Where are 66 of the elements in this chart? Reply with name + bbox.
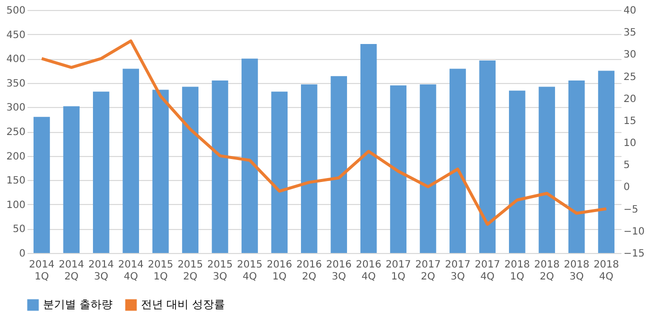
y2-tick-label: 5 — [624, 160, 630, 172]
y2-tick-label: 15 — [624, 116, 636, 127]
y2-tick-label: 30 — [624, 50, 636, 61]
x-tick-label: 2014 2Q — [58, 260, 84, 282]
legend-label: 분기별 출하량 — [43, 298, 112, 311]
x-tick-label: 2018 4Q — [594, 260, 620, 282]
x-tick-label: 2017 1Q — [386, 260, 412, 282]
legend-label: 전년 대비 성장률 — [141, 298, 225, 311]
y-tick-label: 50 — [12, 224, 26, 236]
y2-tick-label: −5 — [624, 204, 638, 216]
y2-tick-label: 10 — [624, 138, 636, 150]
y2-tick-label: −15 — [624, 248, 645, 260]
y2-tick-label: 20 — [624, 94, 636, 105]
x-tick-label: 2016 2Q — [296, 260, 322, 282]
x-tick-label: 2017 3Q — [444, 260, 470, 282]
x-tick-label: 2018 2Q — [534, 260, 560, 282]
y2-tick-label: 35 — [624, 28, 636, 39]
x-tick-label: 2017 4Q — [474, 260, 500, 282]
x-tick-label: 2015 1Q — [148, 260, 174, 282]
x-tick-label: 2016 1Q — [266, 260, 292, 282]
x-tick-label: 2015 4Q — [236, 260, 262, 282]
bar — [92, 92, 110, 253]
line-series — [40, 39, 608, 226]
x-tick-label: 2017 2Q — [415, 260, 441, 282]
bar — [568, 80, 585, 253]
y-tick-label: 150 — [6, 176, 26, 187]
bar — [242, 58, 258, 253]
bar — [538, 86, 556, 253]
bar — [152, 90, 169, 253]
bar — [479, 60, 496, 253]
y-tick-label: 350 — [6, 78, 26, 90]
bar — [360, 44, 377, 253]
y-tick-label: 400 — [6, 54, 26, 66]
y2-tick-label: −10 — [624, 226, 645, 238]
bar — [122, 68, 140, 253]
x-tick-label: 2016 4Q — [356, 260, 382, 282]
x-tick-label: 2014 3Q — [88, 260, 114, 282]
bar — [300, 84, 318, 253]
bar — [330, 76, 348, 253]
bar — [420, 84, 436, 253]
x-tick-label: 2015 2Q — [178, 260, 204, 282]
bar — [390, 85, 406, 253]
x-tick-label: 2014 1Q — [28, 260, 54, 282]
y-tick-label: 200 — [6, 151, 26, 162]
bar — [450, 68, 466, 253]
y2-tick-label: 0 — [624, 182, 630, 194]
x-tick-label: 2018 1Q — [504, 260, 530, 282]
y2-tick-label: 40 — [624, 6, 636, 16]
x-tick-label: 2014 4Q — [118, 260, 144, 282]
y-tick-label: 250 — [6, 127, 26, 138]
x-tick-label: 2018 3Q — [564, 260, 590, 282]
y-tick-label: 0 — [19, 248, 26, 260]
bar — [182, 86, 198, 253]
bar — [63, 106, 80, 253]
y2-tick-label: 25 — [624, 72, 636, 83]
bar — [271, 92, 288, 253]
x-tick-label: 2015 3Q — [207, 260, 233, 282]
x-tick-label: 2016 3Q — [326, 260, 352, 282]
y-tick-label: 100 — [6, 200, 26, 211]
bar — [34, 116, 50, 253]
y-tick-label: 450 — [6, 30, 26, 41]
bar — [508, 90, 526, 253]
y-tick-label: 300 — [6, 102, 26, 114]
bar — [598, 70, 614, 253]
bar — [212, 80, 228, 253]
y-tick-label: 500 — [6, 6, 26, 16]
